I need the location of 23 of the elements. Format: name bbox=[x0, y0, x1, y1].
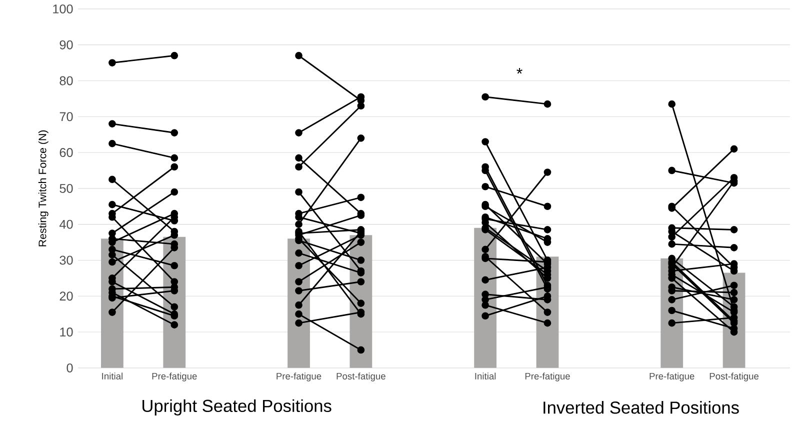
x-tick-label: Pre-fatigue bbox=[276, 372, 322, 382]
y-tick-label: 70 bbox=[60, 112, 73, 122]
y-tick-label: 20 bbox=[60, 292, 73, 301]
text: Upright Seated Positions bbox=[142, 399, 332, 416]
y-tick-label: 90 bbox=[60, 40, 73, 50]
x-tick-label: Post-fatigue bbox=[710, 372, 759, 382]
x-tick-label: Initial bbox=[102, 372, 122, 380]
x-tick-label: Pre-fatigue bbox=[650, 372, 694, 382]
x-tick-label: Post-fatigue bbox=[336, 372, 386, 382]
y-tick-label: 40 bbox=[60, 220, 73, 229]
x-tick-label: Pre-fatigue bbox=[152, 372, 197, 382]
y-tick-label: 0 bbox=[66, 363, 73, 372]
text: Inverted Seated Positions bbox=[544, 401, 739, 414]
annotation: * bbox=[516, 68, 522, 74]
y-tick-label: 30 bbox=[60, 256, 73, 265]
y-tick-label: 100 bbox=[53, 4, 73, 14]
y-tick-label: 80 bbox=[60, 76, 73, 86]
y-tick-label: 50 bbox=[60, 184, 73, 193]
y-axis-title: Resting Twitch Force (N) bbox=[38, 130, 48, 246]
y-tick-label: 10 bbox=[60, 328, 73, 337]
x-tick-label: Pre-fatigue bbox=[525, 372, 570, 382]
x-tick-label: Initial bbox=[475, 372, 496, 380]
y-tick-label: 60 bbox=[60, 148, 73, 158]
